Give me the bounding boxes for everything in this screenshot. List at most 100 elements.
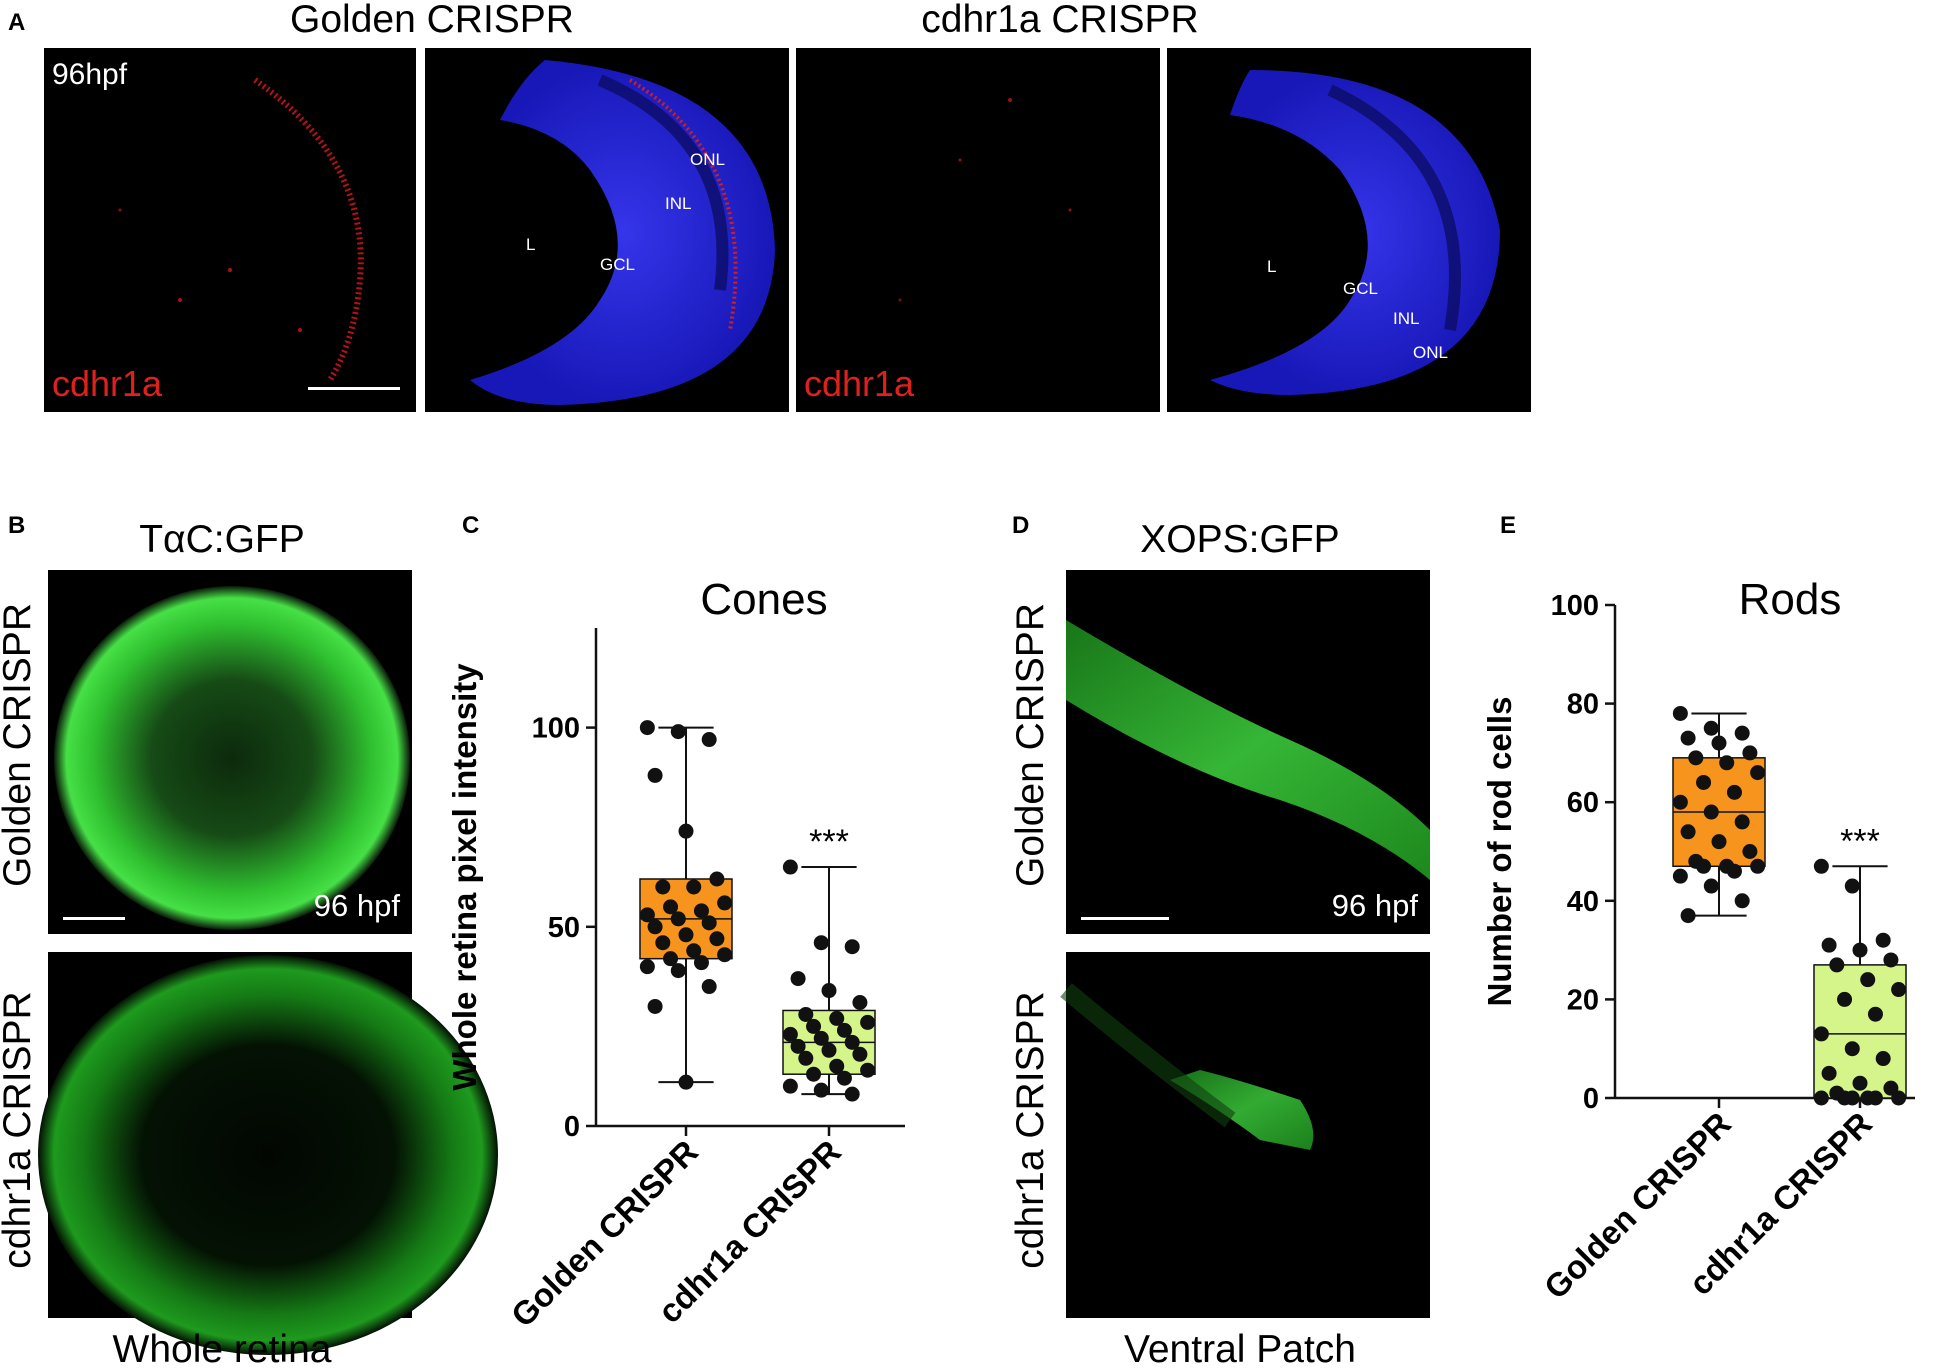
layer-l-cdhr1a: L <box>1267 257 1276 276</box>
data-point <box>701 979 717 995</box>
panel-d-row-cdhr1a: cdhr1a CRISPR <box>1009 991 1052 1268</box>
scale-bar-b <box>63 917 125 920</box>
panel-b-title: TαC:GFP <box>139 518 305 561</box>
data-point <box>798 1006 814 1022</box>
data-point <box>1680 824 1696 840</box>
y-tick-label: 80 <box>1567 689 1599 721</box>
y-tick-label: 50 <box>548 912 580 944</box>
data-point <box>813 935 829 951</box>
data-point <box>701 915 717 931</box>
layer-l-golden: L <box>526 235 535 254</box>
data-point <box>1852 942 1868 958</box>
data-point <box>821 1042 837 1058</box>
retina-crescent-cdhr1a <box>1210 70 1500 395</box>
panel-b-caption: Whole retina <box>113 1328 332 1370</box>
data-point <box>813 1082 829 1098</box>
data-point <box>1821 937 1837 953</box>
stage-label-d: 96 hpf <box>1332 888 1419 923</box>
layer-gcl-cdhr1a: GCL <box>1343 279 1378 298</box>
data-point <box>670 724 686 740</box>
data-point <box>829 1010 845 1026</box>
data-point <box>1742 745 1758 761</box>
data-point <box>647 919 663 935</box>
marker-label-cdhr1a: cdhr1a <box>804 363 915 404</box>
data-point <box>1719 755 1735 771</box>
significance-label: *** <box>1840 822 1880 860</box>
data-point <box>1734 725 1750 741</box>
data-point <box>1860 972 1876 988</box>
micrograph-xops-golden: 96 hpf <box>1066 570 1430 934</box>
data-point <box>1703 878 1719 894</box>
data-point <box>844 1034 860 1050</box>
data-point <box>860 1014 876 1030</box>
data-point <box>1672 705 1688 721</box>
data-point <box>860 1062 876 1078</box>
data-point <box>1875 932 1891 948</box>
micrograph-xops-cdhr1a <box>1060 952 1430 1318</box>
data-point <box>639 959 655 975</box>
data-point <box>1875 1051 1891 1067</box>
data-point <box>1852 1075 1868 1091</box>
data-point <box>647 998 663 1014</box>
data-point <box>852 1046 868 1062</box>
data-point <box>1844 1090 1860 1106</box>
micrograph-cdhr1a-cdhr1a: cdhr1a <box>796 48 1160 412</box>
data-point <box>693 955 709 971</box>
data-point <box>836 1070 852 1086</box>
layer-onl-cdhr1a: ONL <box>1413 343 1448 362</box>
layer-inl-golden: INL <box>665 194 691 213</box>
data-point <box>678 823 694 839</box>
data-point <box>1680 908 1696 924</box>
data-point <box>829 1058 845 1074</box>
y-axis-label: Whole retina pixel intensity <box>446 663 483 1091</box>
data-point <box>1867 1006 1883 1022</box>
data-point <box>717 895 733 911</box>
data-point <box>1821 1065 1837 1081</box>
data-point <box>647 767 663 783</box>
data-point <box>844 939 860 955</box>
stage-label-a: 96hpf <box>52 58 128 91</box>
panel-c: C 0 50 100 Whole retina pixel intensity Cone… <box>446 512 905 1334</box>
chart-title: Rods <box>1739 575 1842 624</box>
data-point <box>639 907 655 923</box>
data-point <box>1750 858 1766 874</box>
data-point <box>1680 730 1696 746</box>
layer-onl-golden: ONL <box>690 150 725 169</box>
data-point <box>1726 863 1742 879</box>
data-point <box>686 943 702 959</box>
data-point <box>655 879 671 895</box>
data-point <box>1672 868 1688 884</box>
data-point <box>1883 952 1899 968</box>
y-tick-label: 0 <box>564 1111 580 1143</box>
panel-d-letter: D <box>1012 512 1029 539</box>
data-point <box>701 732 717 748</box>
y-tick-label: 100 <box>1551 590 1599 622</box>
layer-inl-cdhr1a: INL <box>1393 309 1419 328</box>
data-point <box>678 1074 694 1090</box>
data-point <box>1891 1090 1907 1106</box>
data-point <box>655 935 671 951</box>
data-point <box>709 931 725 947</box>
data-point <box>1734 893 1750 909</box>
panel-b-letter: B <box>8 512 25 539</box>
data-point <box>1813 1090 1829 1106</box>
data-point <box>836 1022 852 1038</box>
data-point <box>782 1026 798 1042</box>
data-point <box>678 927 694 943</box>
red-photoreceptor-arc <box>253 77 364 382</box>
data-point <box>790 971 806 987</box>
y-tick-label: 20 <box>1567 984 1599 1016</box>
data-point <box>1742 844 1758 859</box>
data-point <box>821 983 837 999</box>
data-point <box>670 963 686 979</box>
data-point <box>844 1086 860 1102</box>
y-tick-label: 0 <box>1583 1083 1599 1115</box>
data-point <box>1726 784 1742 800</box>
scale-bar-d <box>1081 917 1169 920</box>
data-point <box>709 871 725 887</box>
data-point <box>798 1050 814 1066</box>
y-tick-label: 100 <box>532 713 580 745</box>
data-point <box>1891 982 1907 998</box>
